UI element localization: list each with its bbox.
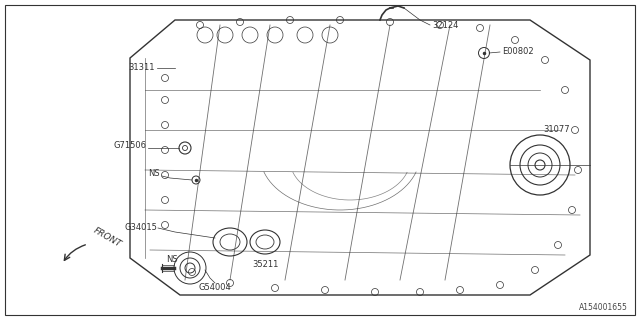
Text: A154001655: A154001655 <box>579 303 628 312</box>
Text: G34015: G34015 <box>124 223 157 233</box>
Text: 31311: 31311 <box>129 63 155 73</box>
Text: 32124: 32124 <box>432 20 458 29</box>
Text: 35211: 35211 <box>252 260 278 269</box>
Text: G54004: G54004 <box>198 283 232 292</box>
Text: FRONT: FRONT <box>92 227 123 250</box>
Text: E00802: E00802 <box>502 47 534 57</box>
Text: 31077: 31077 <box>543 125 570 134</box>
Text: NS: NS <box>148 170 160 179</box>
Text: NS: NS <box>166 255 178 265</box>
Text: G71506: G71506 <box>113 140 146 149</box>
